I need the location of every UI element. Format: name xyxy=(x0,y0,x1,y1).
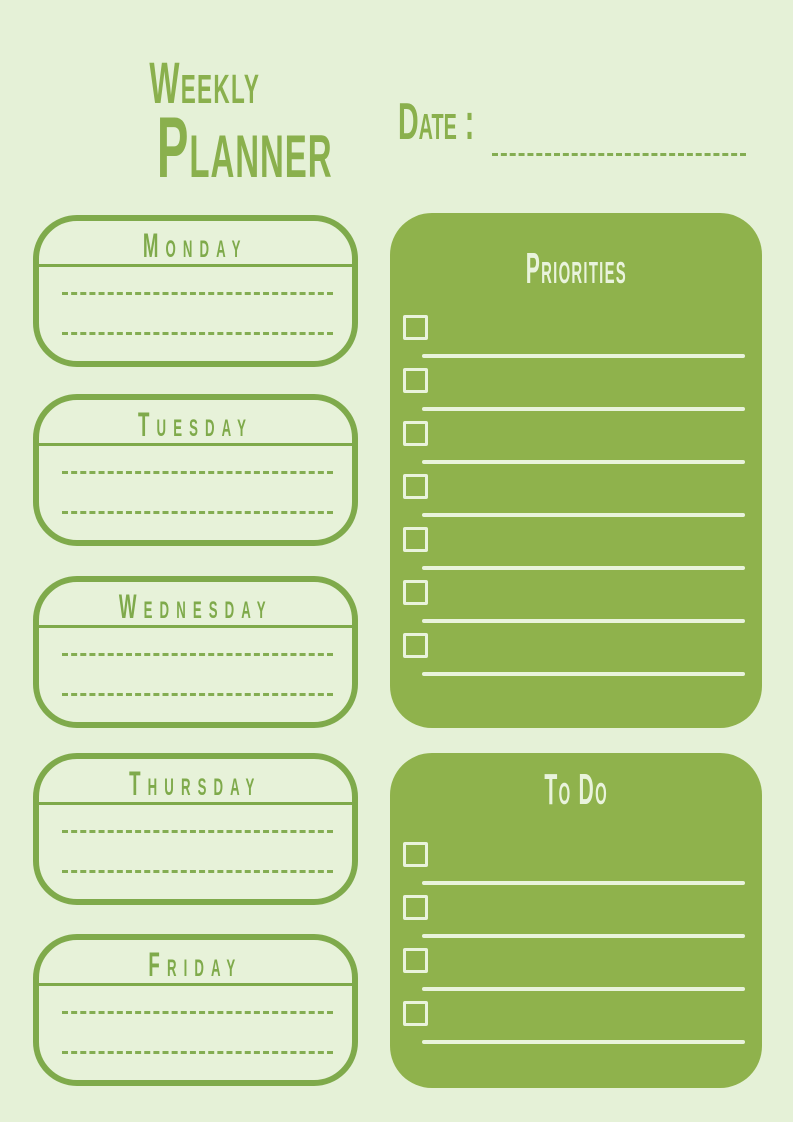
day-label: Thursday xyxy=(39,759,352,805)
checklist-row xyxy=(390,633,762,686)
checkbox-icon[interactable] xyxy=(403,527,428,552)
checklist-row xyxy=(390,1001,762,1054)
page-title-line2: Planner xyxy=(156,100,333,196)
checklist-row xyxy=(390,895,762,948)
write-line[interactable] xyxy=(62,471,333,474)
priorities-title: Priorities xyxy=(525,244,627,293)
day-box-monday: Monday xyxy=(33,215,358,367)
checkbox-icon[interactable] xyxy=(403,1001,428,1026)
day-box-tuesday: Tuesday xyxy=(33,394,358,546)
checkbox-icon[interactable] xyxy=(403,315,428,340)
checklist-row xyxy=(390,842,762,895)
checklist-row xyxy=(390,527,762,580)
day-box-friday: Friday xyxy=(33,934,358,1086)
checkbox-icon[interactable] xyxy=(403,421,428,446)
write-line[interactable] xyxy=(422,407,745,411)
write-line[interactable] xyxy=(62,830,333,833)
day-box-thursday: Thursday xyxy=(33,753,358,905)
write-line[interactable] xyxy=(62,332,333,335)
write-line[interactable] xyxy=(62,693,333,696)
write-line[interactable] xyxy=(62,1051,333,1054)
checklist-row xyxy=(390,315,762,368)
day-label: Tuesday xyxy=(39,400,352,446)
checklist-row xyxy=(390,368,762,421)
write-line[interactable] xyxy=(422,566,745,570)
day-label: Wednesday xyxy=(39,582,352,628)
todo-rows xyxy=(390,842,762,1054)
write-line[interactable] xyxy=(62,1011,333,1014)
write-line[interactable] xyxy=(422,672,745,676)
page-title: Weekly Planner xyxy=(85,51,333,196)
day-box-wednesday: Wednesday xyxy=(33,576,358,728)
page-title-line1: Weekly xyxy=(149,51,261,116)
checkbox-icon[interactable] xyxy=(403,368,428,393)
checkbox-icon[interactable] xyxy=(403,474,428,499)
checklist-row xyxy=(390,580,762,633)
todo-title: To Do xyxy=(544,765,608,814)
write-line[interactable] xyxy=(62,870,333,873)
write-line[interactable] xyxy=(422,619,745,623)
write-line[interactable] xyxy=(422,881,745,885)
priorities-panel: Priorities xyxy=(390,213,762,728)
write-line[interactable] xyxy=(422,513,745,517)
priorities-rows xyxy=(390,315,762,686)
write-line[interactable] xyxy=(62,511,333,514)
checkbox-icon[interactable] xyxy=(403,633,428,658)
write-line[interactable] xyxy=(422,987,745,991)
todo-panel: To Do xyxy=(390,753,762,1088)
write-line[interactable] xyxy=(422,1040,745,1044)
checkbox-icon[interactable] xyxy=(403,895,428,920)
write-line[interactable] xyxy=(62,292,333,295)
checklist-row xyxy=(390,474,762,527)
date-label: Date : xyxy=(398,93,475,151)
write-line[interactable] xyxy=(422,354,745,358)
checkbox-icon[interactable] xyxy=(403,842,428,867)
date-input-line[interactable] xyxy=(492,153,746,156)
day-label: Monday xyxy=(39,221,352,267)
write-line[interactable] xyxy=(422,460,745,464)
day-label: Friday xyxy=(39,940,352,986)
checklist-row xyxy=(390,421,762,474)
checkbox-icon[interactable] xyxy=(403,948,428,973)
write-line[interactable] xyxy=(62,653,333,656)
write-line[interactable] xyxy=(422,934,745,938)
checklist-row xyxy=(390,948,762,1001)
checkbox-icon[interactable] xyxy=(403,580,428,605)
